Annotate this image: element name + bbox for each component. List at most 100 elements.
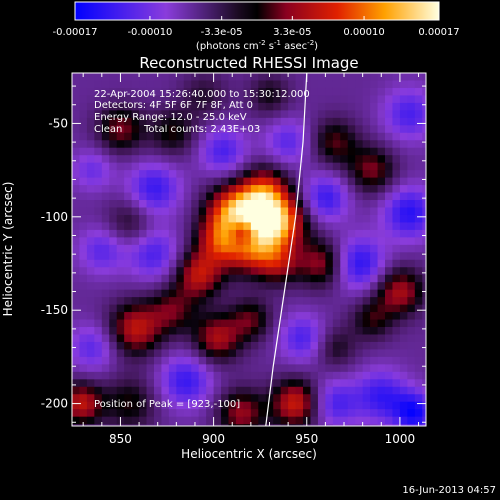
heatmap-cell	[109, 394, 118, 403]
heatmap-cell	[139, 87, 148, 97]
heatmap-cell	[213, 424, 222, 426]
heatmap-cell	[146, 73, 155, 82]
heatmap-cell	[79, 356, 88, 365]
heatmap-cell	[377, 274, 386, 283]
heatmap-cell	[265, 401, 274, 410]
heatmap-cell	[183, 386, 192, 395]
heatmap-cell	[355, 289, 364, 298]
heatmap-cell	[414, 110, 423, 119]
heatmap-cell	[221, 229, 230, 238]
heatmap-cell	[79, 222, 88, 231]
heatmap-cell	[355, 185, 364, 194]
heatmap-cell	[362, 394, 371, 403]
heatmap-cell	[355, 214, 364, 224]
heatmap-cell	[183, 267, 192, 276]
heatmap-cell	[317, 185, 326, 194]
heatmap-cell	[317, 102, 326, 111]
heatmap-cell	[370, 334, 379, 343]
heatmap-cell	[116, 312, 125, 321]
heatmap-cell	[303, 327, 312, 336]
heatmap-cell	[399, 252, 408, 261]
heatmap-cell	[161, 147, 170, 156]
heatmap-cell	[72, 394, 81, 403]
heatmap-cell	[310, 409, 319, 418]
heatmap-cell	[116, 334, 125, 343]
heatmap-cell	[139, 282, 148, 291]
heatmap-cell	[161, 207, 170, 216]
heatmap-cell	[116, 327, 125, 336]
heatmap-cell	[362, 259, 371, 268]
heatmap-cell	[399, 244, 408, 253]
heatmap-cell	[198, 341, 207, 351]
heatmap-cell	[347, 319, 356, 328]
heatmap-cell	[176, 125, 185, 134]
heatmap-cell	[101, 386, 110, 395]
heatmap-cell	[362, 170, 371, 179]
heatmap-cell	[79, 282, 88, 291]
heatmap-cell	[72, 289, 81, 298]
heatmap-cell	[258, 207, 267, 216]
heatmap-cell	[280, 214, 289, 224]
heatmap-cell	[168, 319, 177, 328]
heatmap-cell	[258, 394, 267, 403]
heatmap-cell	[355, 95, 364, 104]
heatmap-cell	[258, 147, 267, 156]
heatmap-cell	[176, 110, 185, 119]
heatmap-cell	[362, 207, 371, 216]
heatmap-cell	[86, 244, 95, 253]
heatmap-cell	[385, 274, 394, 283]
heatmap-cell	[392, 304, 401, 313]
heatmap-cell	[213, 379, 222, 388]
heatmap-cell	[176, 424, 185, 426]
heatmap-cell	[94, 237, 103, 246]
heatmap-cell	[288, 297, 297, 306]
heatmap-cell	[332, 394, 341, 403]
heatmap-cell	[258, 177, 267, 186]
heatmap-cell	[228, 222, 237, 231]
heatmap-cell	[109, 319, 118, 328]
heatmap-cell	[198, 102, 207, 111]
heatmap-cell	[101, 192, 110, 201]
energy-range-text: Energy Range: 12.0 - 25.0 keV	[94, 112, 247, 123]
heatmap-cell	[407, 304, 416, 313]
heatmap-cell	[362, 155, 371, 164]
heatmap-cell	[250, 379, 259, 388]
heatmap-cell	[116, 222, 125, 231]
heatmap-cell	[317, 200, 326, 209]
heatmap-cell	[72, 371, 81, 380]
heatmap-cell	[198, 297, 207, 306]
heatmap-cell	[161, 177, 170, 186]
heatmap-cell	[243, 304, 252, 313]
heatmap-cell	[392, 289, 401, 298]
heatmap-cell	[72, 147, 81, 156]
heatmap-cell	[385, 394, 394, 403]
heatmap-cell	[310, 371, 319, 380]
heatmap-cell	[280, 207, 289, 216]
heatmap-cell	[385, 177, 394, 186]
heatmap-cell	[243, 349, 252, 358]
heatmap-cell	[377, 356, 386, 365]
heatmap-cell	[332, 237, 341, 246]
heatmap-cell	[139, 147, 148, 156]
heatmap-cell	[347, 424, 356, 426]
heatmap-cell	[116, 252, 125, 261]
heatmap-cell	[355, 244, 364, 253]
heatmap-cell	[153, 267, 163, 276]
heatmap-cell	[198, 259, 207, 268]
heatmap-cell	[303, 379, 312, 388]
heatmap-cell	[191, 192, 200, 201]
heatmap-cell	[310, 356, 319, 365]
heatmap-cell	[146, 312, 155, 321]
heatmap-cell	[258, 371, 267, 380]
heatmap-cell	[109, 192, 118, 201]
heatmap-cell	[273, 87, 282, 97]
heatmap-cell	[347, 102, 356, 111]
heatmap-cell	[280, 356, 289, 365]
heatmap-cell	[86, 252, 95, 261]
heatmap-cell	[362, 229, 371, 238]
heatmap-cell	[221, 185, 230, 194]
heatmap-cell	[243, 319, 252, 328]
heatmap-cell	[86, 394, 95, 403]
heatmap-cell	[407, 222, 416, 231]
heatmap-cell	[422, 73, 426, 82]
